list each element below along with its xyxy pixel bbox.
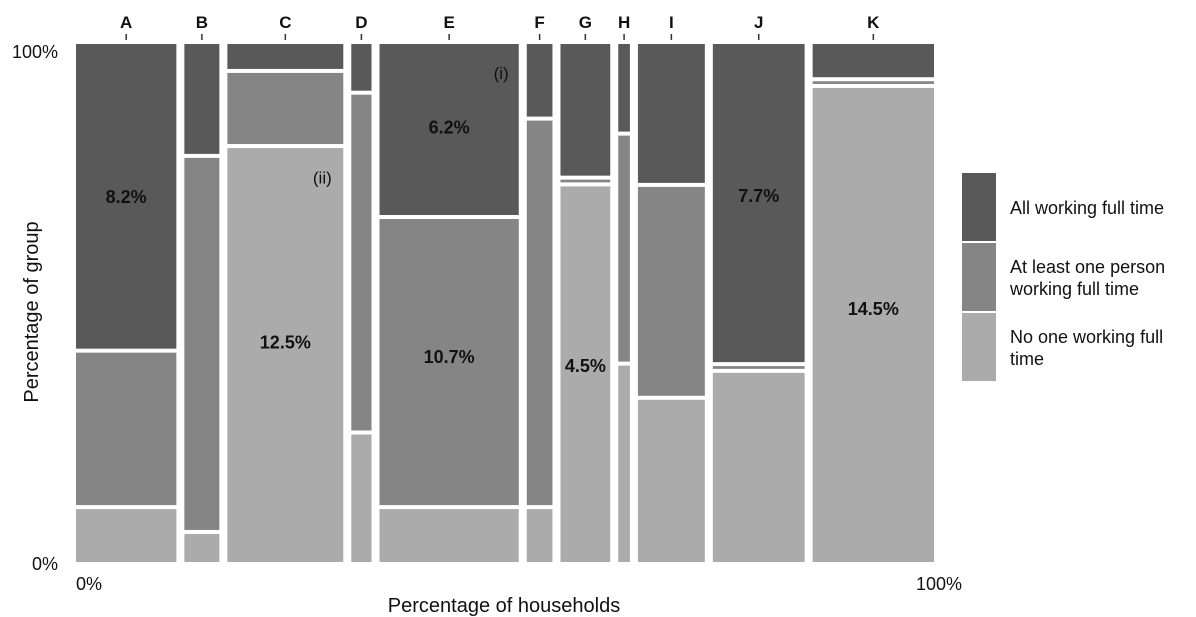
bar-I-all-full-time	[637, 44, 705, 183]
bar-H-no-one	[618, 365, 630, 562]
bar-K-no-one	[812, 87, 934, 563]
bar-C-at-least-one	[227, 72, 344, 145]
data-label-G-4: 4.5%	[565, 356, 606, 376]
category-label-B: B	[196, 13, 208, 32]
bar-J-no-one	[712, 372, 805, 562]
data-label-K-6: 14.5%	[848, 299, 899, 319]
bar-D-no-one	[351, 434, 372, 562]
bar-F-at-least-one	[526, 120, 553, 506]
category-label-K: K	[867, 13, 880, 32]
data-label-C-1: 12.5%	[260, 332, 311, 352]
category-axis: A B C D E F G H I J K	[120, 13, 880, 40]
category-label-E: E	[443, 13, 454, 32]
bar-I-at-least-one	[637, 186, 705, 396]
bar-K-at-least-one	[812, 81, 934, 84]
data-label-E-2: 6.2%	[429, 117, 470, 137]
bar-B-no-one	[184, 533, 220, 562]
legend-swatch-no-one	[962, 313, 996, 381]
bar-C-all-full-time	[227, 44, 344, 69]
legend-swatch-all-full-time	[962, 173, 996, 241]
bar-A-at-least-one	[76, 352, 177, 506]
bar-J-at-least-one	[712, 366, 805, 369]
y-tick-top: 100%	[12, 42, 58, 62]
bar-H-at-least-one	[618, 135, 630, 362]
bar-H-all-full-time	[618, 44, 630, 132]
bar-I-no-one	[637, 399, 705, 562]
bar-D-all-full-time	[351, 44, 372, 91]
bar-G-all-full-time	[560, 44, 611, 176]
bar-E-at-least-one	[379, 219, 519, 506]
x-axis-title: Percentage of households	[388, 595, 620, 617]
category-label-F: F	[534, 13, 544, 32]
bar-G-at-least-one	[560, 179, 611, 183]
bar-C-no-one	[227, 148, 344, 563]
legend-label-no-one-line-1: time	[1010, 349, 1044, 369]
category-label-H: H	[618, 13, 630, 32]
data-labels: 8.2% 12.5% 6.2% 10.7% 4.5% 7.7% 14.5% (i) (ii)	[106, 64, 899, 376]
bar-E-all-full-time	[379, 44, 519, 216]
category-label-G: G	[579, 13, 592, 32]
legend-swatch-at-least-one	[962, 243, 996, 311]
category-label-D: D	[355, 13, 367, 32]
data-label-E-3: 10.7%	[424, 347, 475, 367]
category-label-J: J	[754, 13, 763, 32]
bar-J-all-full-time	[712, 44, 805, 363]
legend-label-at-least-one-line-0: At least one person	[1010, 257, 1165, 277]
bar-A-no-one	[76, 509, 177, 562]
data-label-J-5: 7.7%	[738, 186, 779, 206]
annotation-C-1: (ii)	[313, 169, 332, 188]
category-label-A: A	[120, 13, 132, 32]
legend: All working full time At least one person…	[962, 173, 1165, 381]
bar-K-all-full-time	[812, 44, 934, 78]
x-tick-start: 0%	[76, 574, 102, 594]
legend-label-no-one-line-0: No one working full	[1010, 327, 1163, 347]
bar-E-no-one	[379, 509, 519, 562]
x-tick-end: 100%	[916, 574, 962, 594]
data-label-A-0: 8.2%	[106, 187, 147, 207]
legend-label-all-full-time-line-0: All working full time	[1010, 198, 1164, 218]
annotation-E-0: (i)	[494, 64, 509, 83]
legend-label-at-least-one-line-1: working full time	[1009, 279, 1139, 299]
category-label-I: I	[669, 13, 674, 32]
bar-D-at-least-one	[351, 94, 372, 431]
bar-B-at-least-one	[184, 157, 220, 530]
bar-F-no-one	[526, 509, 553, 562]
bar-F-all-full-time	[526, 44, 553, 117]
chart-bars	[76, 44, 934, 563]
y-tick-bottom: 0%	[32, 554, 58, 574]
category-label-C: C	[279, 13, 291, 32]
y-axis-title: Percentage of group	[21, 221, 43, 402]
bar-G-no-one	[560, 186, 611, 562]
bar-A-all-full-time	[76, 44, 177, 349]
bar-B-all-full-time	[184, 44, 220, 154]
